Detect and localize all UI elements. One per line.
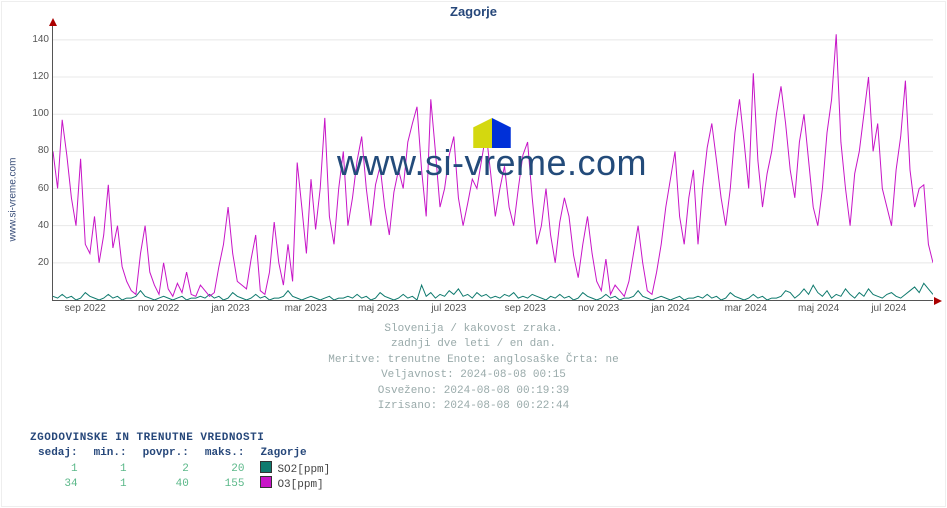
x-tick-label: nov 2022 xyxy=(138,303,179,314)
legend-value: 34 xyxy=(30,476,86,491)
meta-line: Izrisano: 2024-08-08 00:22:44 xyxy=(0,399,947,414)
chart-title: Zagorje xyxy=(0,4,947,19)
meta-line: Veljavnost: 2024-08-08 00:15 xyxy=(0,368,947,383)
legend-swatch-icon xyxy=(260,461,272,473)
table-row: 11220SO2[ppm] xyxy=(30,461,338,476)
y-tick-label: 40 xyxy=(9,220,49,231)
table-row: 34140155O3[ppm] xyxy=(30,476,338,491)
y-tick-label: 60 xyxy=(9,183,49,194)
meta-line: zadnji dve leti / en dan. xyxy=(0,337,947,352)
y-tick-label: 140 xyxy=(9,34,49,45)
legend-value: 1 xyxy=(86,461,135,476)
x-tick-label: sep 2022 xyxy=(65,303,106,314)
x-tick-label: nov 2023 xyxy=(578,303,619,314)
meta-line: Meritve: trenutne Enote: anglosaške Črta… xyxy=(0,353,947,368)
x-tick-label: sep 2023 xyxy=(505,303,546,314)
series-line-O3 xyxy=(53,34,933,296)
legend-col-header: maks.: xyxy=(197,447,253,461)
legend-series-label: O3[ppm] xyxy=(252,476,338,491)
legend-header: ZGODOVINSKE IN TRENUTNE VREDNOSTI xyxy=(30,432,338,444)
series-group xyxy=(53,34,933,300)
x-axis-arrow-icon xyxy=(934,297,942,305)
grid-lines xyxy=(53,40,933,263)
legend-col-header: Zagorje xyxy=(252,447,338,461)
y-tick-label: 80 xyxy=(9,145,49,156)
x-tick-label: mar 2023 xyxy=(285,303,327,314)
meta-line: Slovenija / kakovost zraka. xyxy=(0,322,947,337)
chart-svg xyxy=(53,25,933,300)
x-tick-label: jan 2023 xyxy=(211,303,249,314)
legend-value: 1 xyxy=(86,476,135,491)
plot-area xyxy=(52,25,933,301)
legend-col-header: sedaj: xyxy=(30,447,86,461)
x-tick-label: jan 2024 xyxy=(651,303,689,314)
x-tick-label: jul 2023 xyxy=(431,303,466,314)
legend-data-table: sedaj:min.:povpr.:maks.:Zagorje 11220SO2… xyxy=(30,447,338,491)
x-tick-label: maj 2024 xyxy=(798,303,839,314)
meta-block: Slovenija / kakovost zraka.zadnji dve le… xyxy=(0,322,947,414)
legend-col-header: min.: xyxy=(86,447,135,461)
series-line-SO2 xyxy=(53,283,933,300)
legend-series-label: SO2[ppm] xyxy=(252,461,338,476)
legend-value: 20 xyxy=(197,461,253,476)
x-tick-label: maj 2023 xyxy=(358,303,399,314)
legend-swatch-icon xyxy=(260,476,272,488)
legend-col-header: povpr.: xyxy=(135,447,197,461)
legend-value: 155 xyxy=(197,476,253,491)
y-axis-arrow-icon xyxy=(49,18,57,26)
x-tick-label: mar 2024 xyxy=(725,303,767,314)
y-tick-label: 100 xyxy=(9,108,49,119)
legend-table: ZGODOVINSKE IN TRENUTNE VREDNOSTI sedaj:… xyxy=(30,432,338,491)
y-tick-label: 20 xyxy=(9,257,49,268)
meta-line: Osveženo: 2024-08-08 00:19:39 xyxy=(0,384,947,399)
legend-value: 2 xyxy=(135,461,197,476)
legend-value: 1 xyxy=(30,461,86,476)
y-tick-label: 120 xyxy=(9,71,49,82)
legend-value: 40 xyxy=(135,476,197,491)
x-tick-label: jul 2024 xyxy=(871,303,906,314)
